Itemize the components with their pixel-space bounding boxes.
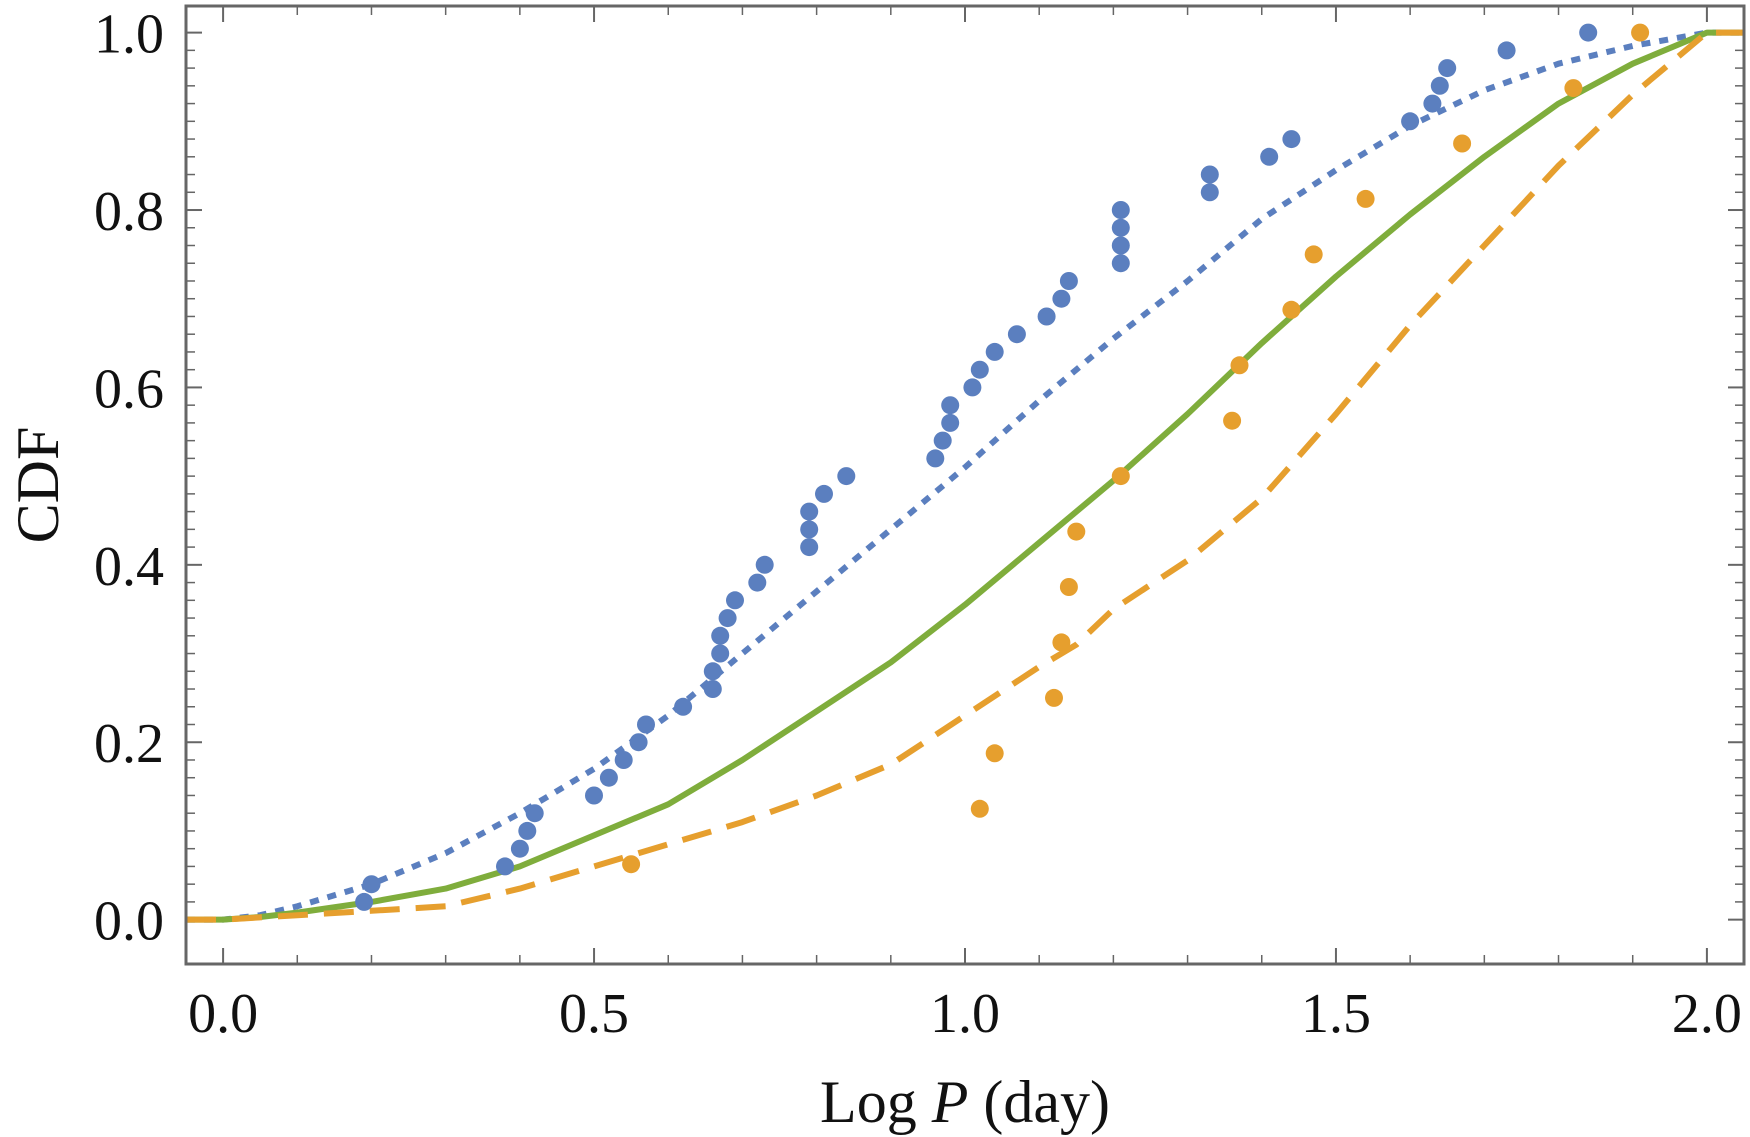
plot-frame <box>184 4 1746 966</box>
orange-point <box>1052 633 1071 652</box>
orange-point <box>1631 23 1650 42</box>
blue-point <box>1111 218 1130 237</box>
blue-dotted-curve <box>186 29 1744 923</box>
blue-point <box>941 396 960 415</box>
orange-dashed-curve <box>186 29 1744 923</box>
orange-point <box>1223 411 1242 430</box>
blue-point <box>800 502 819 521</box>
x-tick-label: 1.0 <box>930 983 1000 1045</box>
y-tick-label: 0.4 <box>94 536 164 598</box>
x-axis-label-prefix: Log <box>820 1069 932 1135</box>
orange-point <box>622 855 641 874</box>
blue-point <box>585 786 603 805</box>
blue-point <box>525 804 544 823</box>
orange-point <box>1304 245 1323 264</box>
blue-point <box>1111 254 1130 273</box>
blue-point <box>985 342 1004 361</box>
curves <box>186 29 1744 923</box>
blue-point <box>599 768 618 787</box>
x-axis-label-variable: P <box>931 1069 969 1135</box>
blue-point <box>718 609 737 628</box>
green-solid-curve <box>186 29 1744 923</box>
data-points <box>355 23 1650 911</box>
orange-point <box>1356 189 1375 208</box>
x-tick-label: 2.0 <box>1672 983 1742 1045</box>
blue-point <box>1200 183 1219 202</box>
blue-point <box>970 360 989 379</box>
tick-labels: 0.0 0.5 1.0 1.5 2.0 0.0 0.2 0.4 0.6 0.8 1.0 <box>94 4 1742 1045</box>
blue-point <box>1111 236 1130 255</box>
x-axis-label: Log P (day) <box>820 1069 1110 1135</box>
blue-point <box>510 839 529 858</box>
orange-point <box>1230 356 1249 375</box>
x-tick-label: 0.0 <box>188 983 258 1045</box>
blue-point <box>815 484 833 503</box>
blue-point <box>1200 165 1219 184</box>
orange-point <box>970 799 989 818</box>
blue-point <box>726 591 744 610</box>
y-tick-label: 0.6 <box>94 358 164 420</box>
orange-point <box>1111 467 1130 486</box>
blue-point <box>362 875 381 894</box>
y-tick-label: 1.0 <box>94 4 164 66</box>
blue-point <box>1037 307 1056 326</box>
x-tick-label: 1.5 <box>1301 983 1371 1045</box>
y-tick-label: 0.8 <box>94 181 164 243</box>
y-tick-label: 0.2 <box>94 713 164 775</box>
blue-point <box>933 431 952 450</box>
blue-point <box>674 697 693 716</box>
orange-point <box>1282 300 1301 319</box>
blue-point <box>1260 147 1279 166</box>
blue-point <box>1579 23 1598 42</box>
blue-point <box>1401 112 1420 131</box>
x-axis-label-suffix: (day) <box>968 1069 1110 1135</box>
blue-point <box>1007 325 1026 344</box>
blue-point <box>637 715 655 734</box>
blue-point <box>1430 76 1449 95</box>
orange-point <box>1453 134 1472 153</box>
orange-point <box>1067 522 1086 541</box>
blue-point <box>629 733 648 752</box>
blue-point <box>1438 59 1457 78</box>
x-tick-label: 0.5 <box>559 983 629 1045</box>
orange-point <box>1045 688 1063 707</box>
blue-point <box>748 573 767 592</box>
axis-ticks <box>186 6 1744 964</box>
blue-point <box>703 662 722 681</box>
orange-point <box>1564 79 1583 98</box>
orange-point <box>1059 578 1078 596</box>
blue-point <box>711 626 730 645</box>
blue-point <box>1497 41 1516 60</box>
blue-point <box>837 467 856 486</box>
blue-point <box>711 644 730 663</box>
y-axis-label: CDF <box>5 427 71 544</box>
blue-point <box>800 538 819 557</box>
blue-point <box>755 555 774 574</box>
blue-point <box>800 520 819 539</box>
y-tick-label: 0.0 <box>94 891 164 953</box>
blue-point <box>1059 272 1078 290</box>
blue-point <box>518 821 537 840</box>
blue-point <box>963 378 982 397</box>
blue-point <box>614 751 633 769</box>
blue-point <box>355 892 374 911</box>
blue-point <box>496 857 514 876</box>
orange-point <box>985 744 1004 763</box>
blue-point <box>703 680 722 698</box>
blue-point <box>1111 201 1130 219</box>
blue-point <box>941 413 960 432</box>
blue-point <box>926 449 945 468</box>
blue-point <box>1052 289 1071 308</box>
blue-point <box>1282 130 1301 149</box>
blue-point <box>1423 94 1442 113</box>
